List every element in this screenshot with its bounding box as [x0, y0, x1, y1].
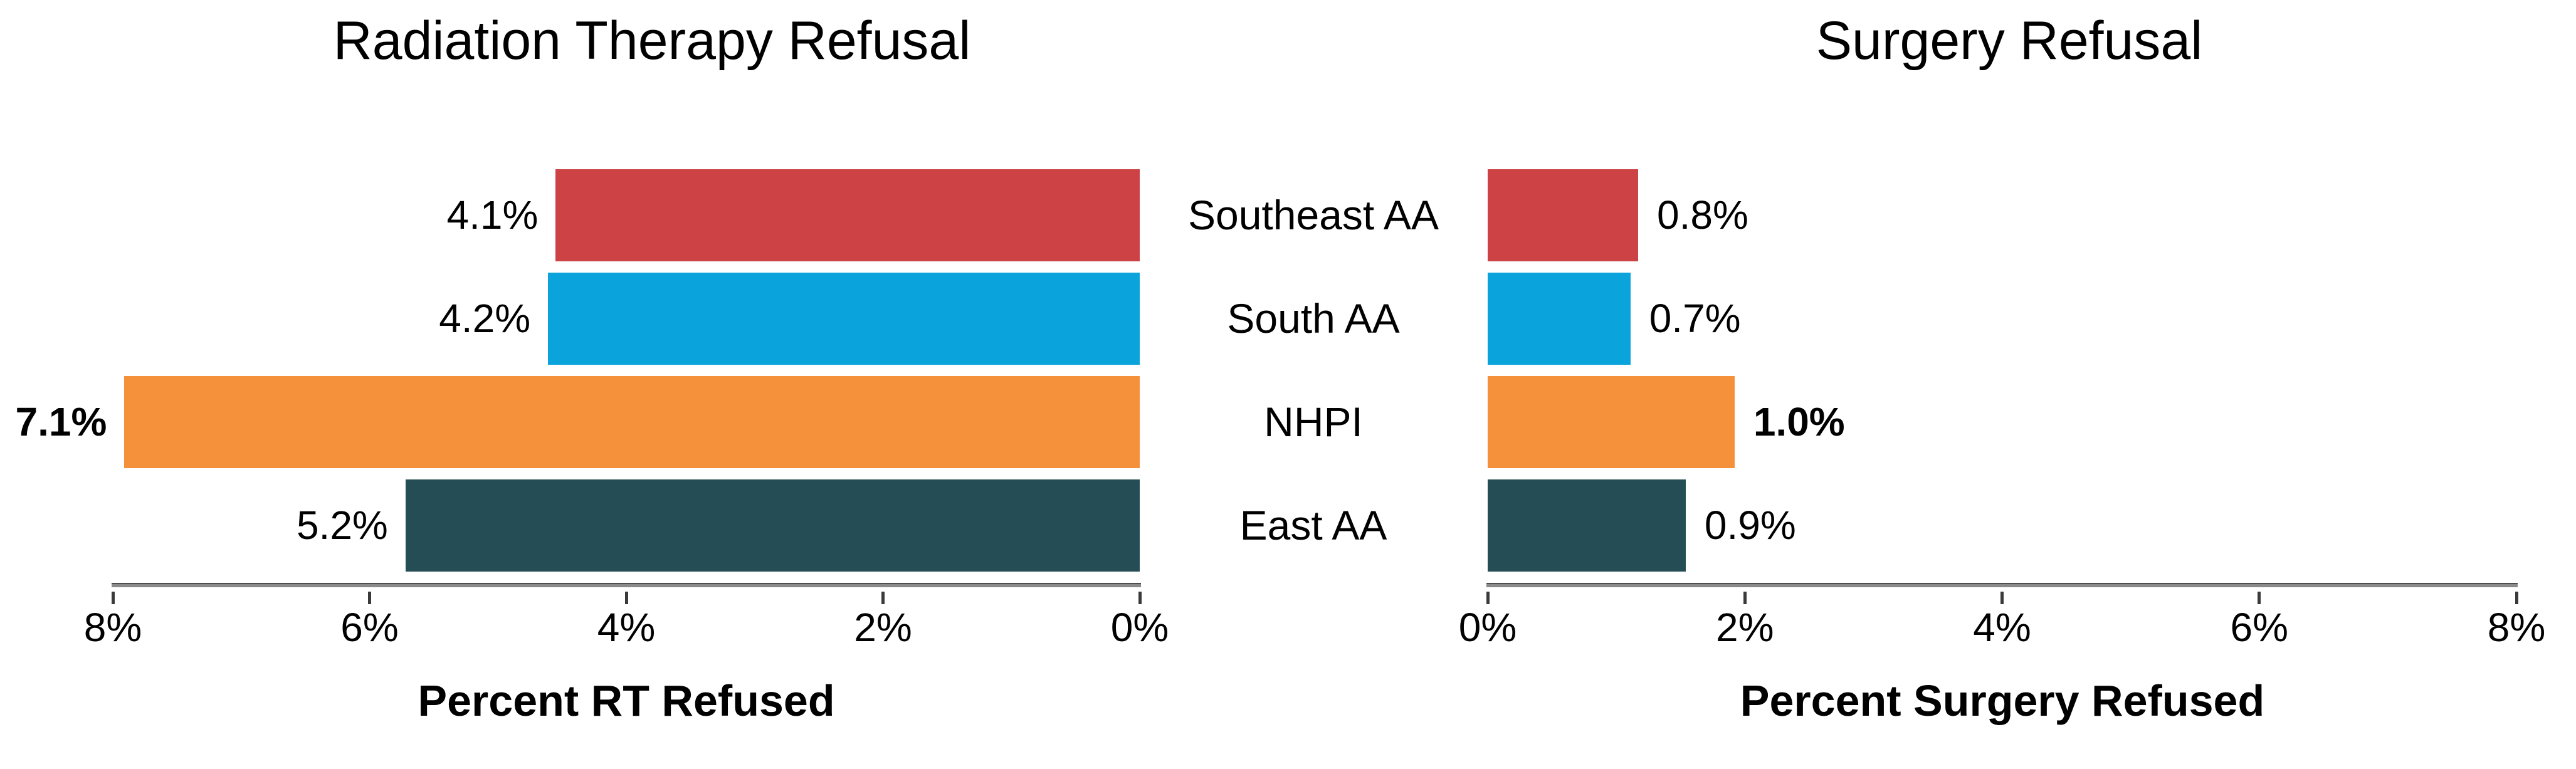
bar-nhpi-percent-rt-refused	[124, 376, 1140, 468]
category-label-southeast-aa: Southeast AA	[1188, 192, 1439, 238]
value-label: 0.8%	[1656, 192, 1748, 238]
bar-east-aa-percent-rt-refused	[405, 479, 1140, 572]
value-label: 0.7%	[1649, 296, 1741, 341]
axis-tick	[1486, 592, 1490, 604]
category-label-south-aa: South AA	[1227, 295, 1400, 342]
value-label: 5.2%	[296, 503, 388, 548]
axis-tick-label: 8%	[2487, 605, 2546, 650]
bar-southeast-aa-percent-surgery-refused	[1488, 169, 1638, 261]
axis-tick-label: 6%	[340, 605, 399, 650]
axis-tick-label: 0%	[1110, 605, 1169, 650]
axis-tick	[368, 592, 371, 604]
axis-tick-label: 4%	[597, 605, 656, 650]
bar-southeast-aa-percent-rt-refused	[555, 169, 1140, 261]
x-axis-line	[112, 583, 1141, 587]
bar-east-aa-percent-surgery-refused	[1488, 479, 1686, 572]
axis-tick-label: 4%	[1973, 605, 2031, 650]
value-label: 4.1%	[446, 192, 539, 238]
axis-tick	[624, 592, 628, 604]
value-label: 4.2%	[439, 296, 531, 341]
axis-tick	[2000, 592, 2004, 604]
category-label-east-aa: East AA	[1239, 502, 1387, 548]
category-label-nhpi: NHPI	[1264, 399, 1363, 445]
right-chart-title: Surgery Refusal	[1816, 11, 2203, 71]
value-label: 7.1%	[15, 399, 107, 444]
left-x-axis-title: Percent RT Refused	[418, 676, 835, 725]
axis-tick	[2515, 592, 2518, 604]
bar-south-aa-percent-rt-refused	[548, 273, 1140, 365]
right-x-axis-title: Percent Surgery Refused	[1740, 676, 2265, 725]
axis-tick-label: 0%	[1458, 605, 1517, 650]
value-label: 1.0%	[1753, 399, 1845, 444]
axis-tick-label: 2%	[1716, 605, 1774, 650]
axis-tick-label: 2%	[854, 605, 912, 650]
axis-tick	[1743, 592, 1747, 604]
left-chart-title: Radiation Therapy Refusal	[333, 11, 971, 71]
bar-south-aa-percent-surgery-refused	[1488, 273, 1631, 365]
axis-tick-label: 6%	[2230, 605, 2289, 650]
axis-tick-label: 8%	[83, 605, 142, 650]
axis-tick	[1138, 592, 1142, 604]
axis-tick	[111, 592, 115, 604]
value-label: 0.9%	[1704, 503, 1796, 548]
axis-tick	[881, 592, 885, 604]
bar-nhpi-percent-surgery-refused	[1488, 376, 1735, 468]
axis-tick	[2258, 592, 2261, 604]
x-axis-line	[1486, 583, 2518, 587]
